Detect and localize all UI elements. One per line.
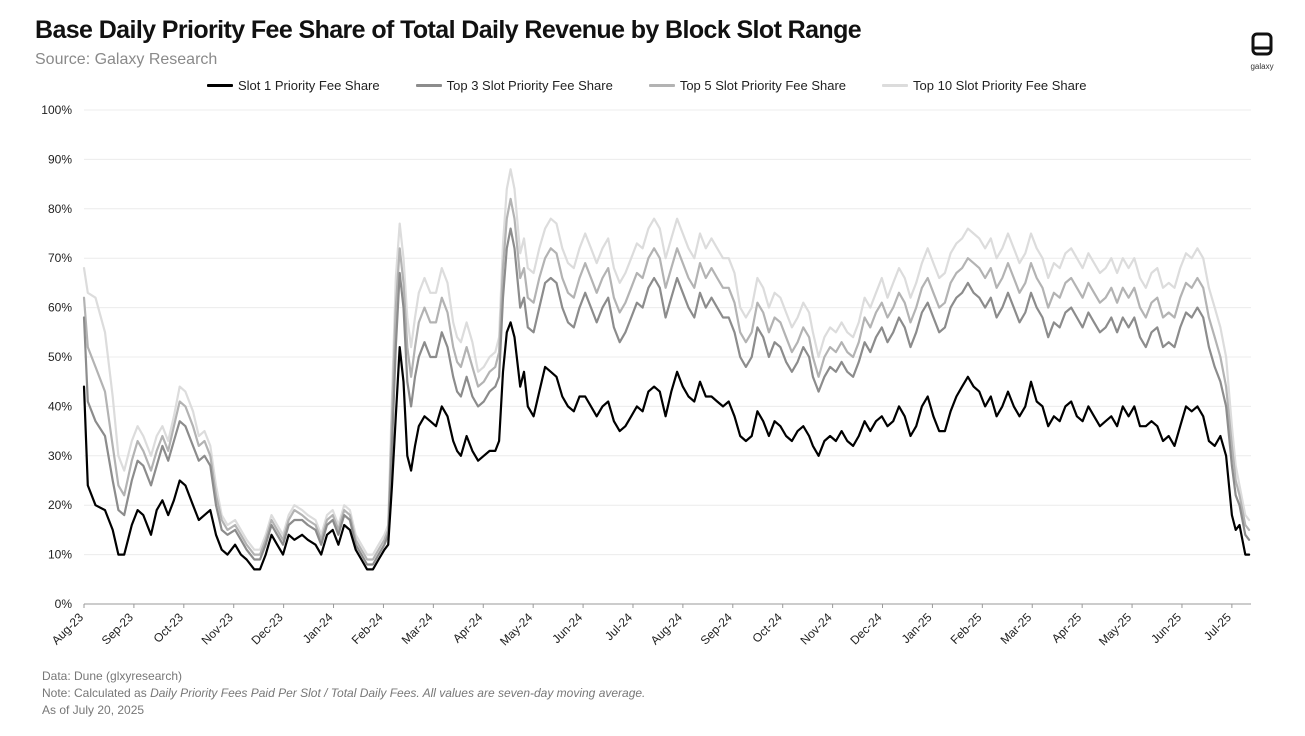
x-tick-label: Feb-25: [948, 610, 985, 647]
x-tick-label: Nov-24: [797, 610, 834, 647]
x-tick-label: Sep-23: [99, 610, 136, 647]
y-tick-label: 50%: [48, 350, 72, 364]
legend-swatch: [415, 83, 442, 87]
x-tick-label: Nov-23: [199, 610, 236, 647]
x-tick-label: May-25: [1096, 610, 1134, 648]
x-tick-label: Jun-25: [1148, 610, 1184, 646]
chart-title: Base Daily Priority Fee Share of Total D…: [35, 16, 862, 44]
x-tick-label: Mar-24: [399, 610, 436, 647]
chart-subtitle: Source: Galaxy Research: [35, 51, 218, 68]
legend-label: Top 5 Slot Priority Fee Share: [679, 77, 847, 93]
series-line-top-10-slot-priority-fee-share: [82, 168, 1251, 556]
footer-data-source: Data: Dune (glxyresearch): [42, 669, 183, 683]
x-tick-label: Jan-24: [300, 610, 336, 646]
series-line-top-5-slot-priority-fee-share: [82, 197, 1251, 561]
legend-label: Slot 1 Priority Fee Share: [238, 77, 380, 93]
footer-note-prefix: Note: Calculated as: [42, 686, 151, 700]
y-tick-label: 70%: [48, 251, 72, 265]
footer-note: Note: Calculated as Daily Priority Fees …: [42, 685, 645, 702]
y-tick-label: 100%: [41, 103, 72, 117]
x-tick-label: Dec-23: [248, 610, 285, 647]
legend-item: Top 3 Slot Priority Fee Share: [415, 75, 613, 95]
galaxy-logo: galaxy: [1244, 32, 1280, 71]
x-tick-label: Sep-24: [698, 610, 735, 647]
footer-as-of: As of July 20, 2025: [42, 703, 145, 717]
y-tick-label: 0%: [55, 597, 73, 611]
legend-item: Slot 1 Priority Fee Share: [207, 75, 380, 95]
legend-swatch: [882, 83, 909, 87]
legend-item: Top 10 Slot Priority Fee Share: [882, 75, 1086, 95]
chart-footer: Data: Dune (glxyresearch) Note: Calculat…: [42, 668, 645, 719]
y-tick-label: 10%: [48, 548, 72, 562]
x-tick-label: Aug-24: [648, 610, 685, 647]
series-line-top-3-slot-priority-fee-share: [82, 227, 1251, 566]
x-tick-label: Jul-25: [1201, 610, 1234, 643]
x-tick-label: Aug-23: [49, 610, 86, 647]
x-tick-label: Oct-23: [151, 610, 187, 646]
x-tick-label: Apr-24: [450, 610, 486, 646]
x-tick-label: May-24: [497, 610, 535, 648]
galaxy-logo-text: galaxy: [1250, 62, 1274, 71]
x-tick-label: Jan-25: [899, 610, 935, 646]
legend-item: Top 5 Slot Priority Fee Share: [648, 75, 847, 95]
y-tick-label: 60%: [48, 301, 72, 315]
x-tick-label: Dec-24: [847, 610, 884, 647]
x-tick-label: Oct-24: [749, 610, 785, 646]
legend-label: Top 3 Slot Priority Fee Share: [446, 77, 613, 93]
legend-swatch: [207, 83, 233, 87]
galaxy-logo-icon: [1251, 32, 1273, 56]
legend-label: Top 10 Slot Priority Fee Share: [913, 77, 1087, 93]
x-tick-label: Jun-24: [549, 610, 585, 646]
x-tick-label: Feb-24: [349, 610, 386, 647]
x-tick-label: Apr-25: [1049, 610, 1085, 646]
legend-swatch: [648, 83, 675, 87]
chart-legend: Slot 1 Priority Fee Share Top 3 Slot Pri…: [207, 75, 1122, 95]
y-tick-label: 30%: [48, 449, 72, 463]
x-tick-label: Jul-24: [602, 610, 635, 643]
y-tick-label: 20%: [48, 498, 72, 512]
y-tick-label: 90%: [48, 152, 72, 166]
series-line-slot-1-priority-fee-share: [82, 321, 1251, 571]
y-tick-label: 80%: [48, 202, 72, 216]
footer-note-formula: Daily Priority Fees Paid Per Slot / Tota…: [150, 686, 646, 700]
x-tick-label: Mar-25: [998, 610, 1035, 647]
y-tick-label: 40%: [48, 399, 72, 413]
